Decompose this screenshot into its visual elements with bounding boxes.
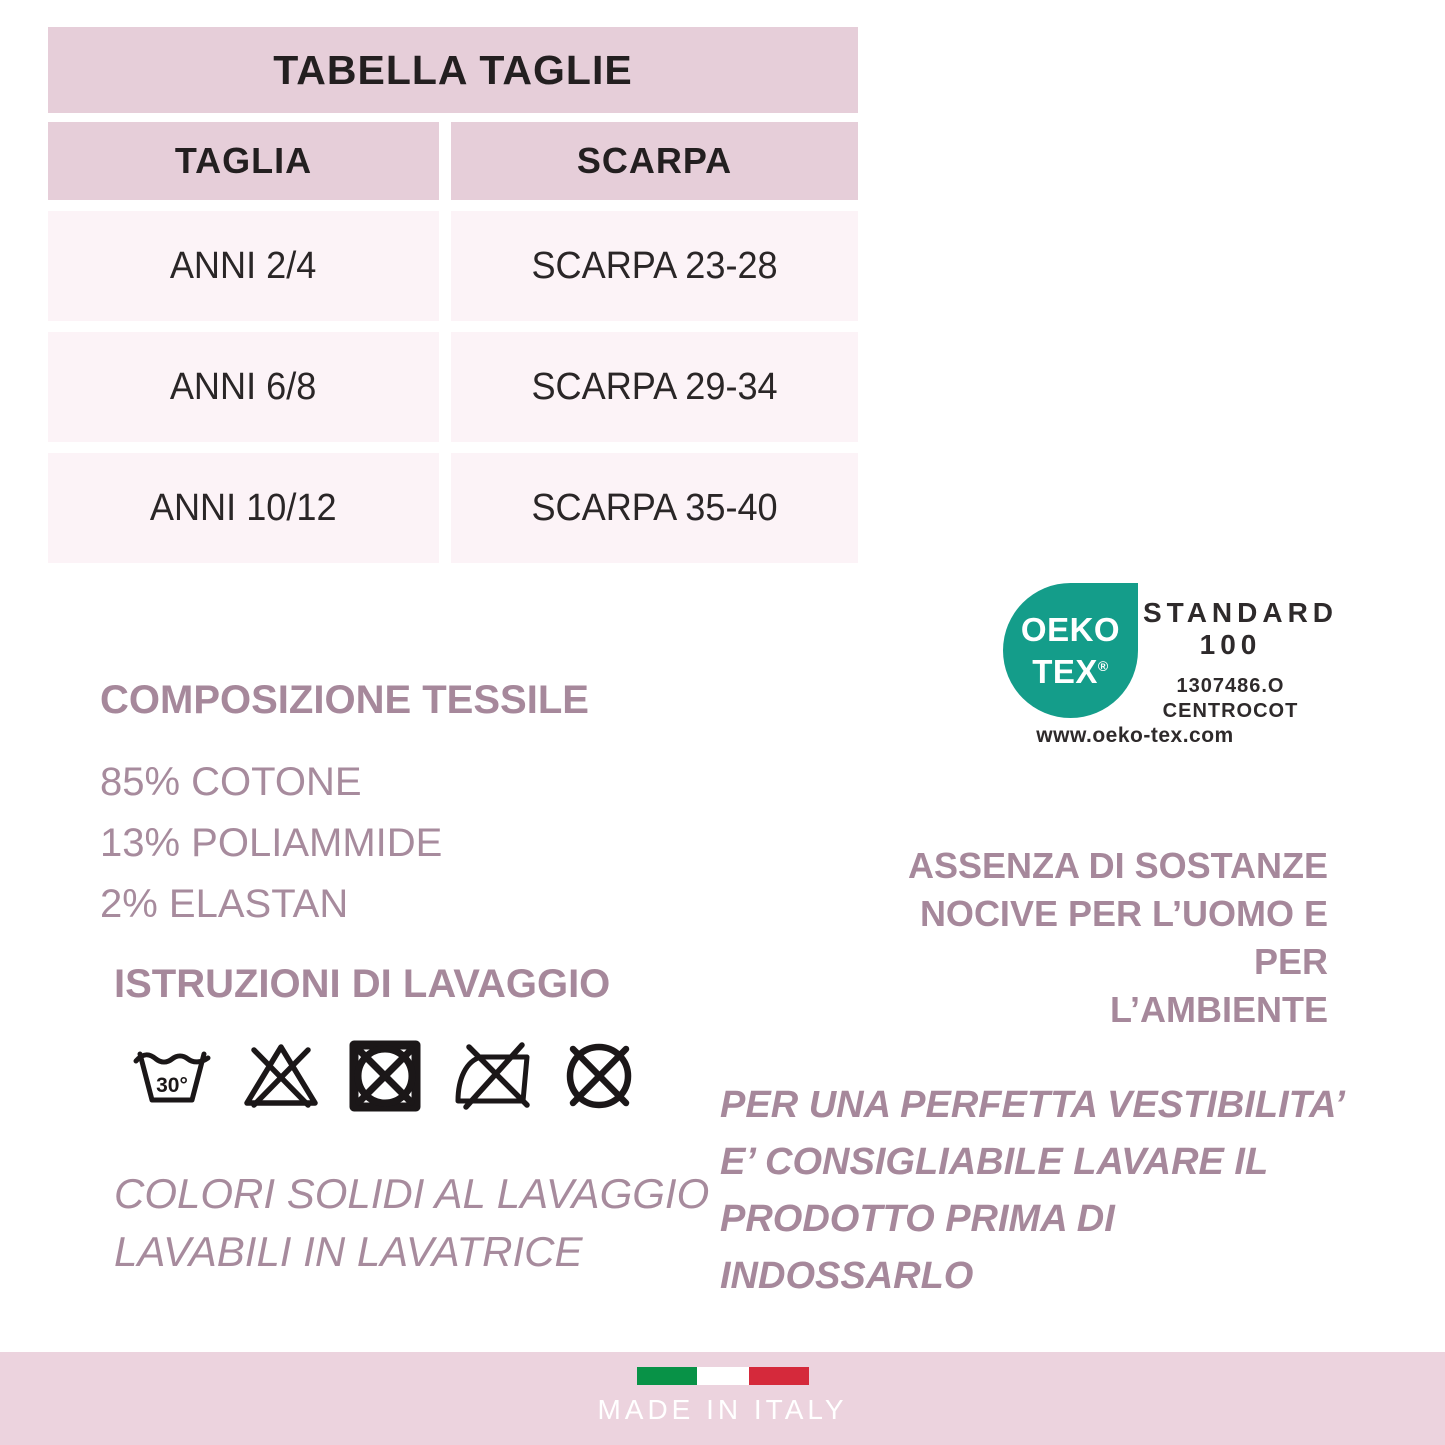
- italy-flag-icon: [636, 1367, 809, 1385]
- size-table-title-text: TABELLA TAGLIE: [273, 46, 633, 93]
- fit-advice-line1: PER UNA PERFETTA VESTIBILITA’: [720, 1084, 1345, 1126]
- do-not-tumble-dry-icon: [349, 1040, 421, 1112]
- oeko-cert-number: 1307486.O: [1176, 675, 1285, 697]
- fit-advice-line3: PRODOTTO PRIMA DI INDOSSARLO: [720, 1198, 1115, 1297]
- oeko-institute: CENTROCOT: [1162, 700, 1299, 722]
- fit-advice-line2: E’ CONSIGLIABILE LAVARE IL: [720, 1141, 1269, 1183]
- composition-list: 85% COTONE 13% POLIAMMIDE 2% ELASTAN: [100, 752, 442, 935]
- footer-band: MADE IN ITALY: [0, 1352, 1445, 1445]
- do-not-dry-clean-icon: [566, 1043, 632, 1109]
- composition-item-polyamide: 13% POLIAMMIDE: [100, 821, 443, 865]
- oeko-logo-line1: OEKO: [1020, 610, 1121, 648]
- table-row-1-taglia: ANNI 2/4: [48, 211, 439, 321]
- table-row-2-scarpa: SCARPA 29-34: [451, 332, 858, 442]
- made-in-italy-label: MADE IN ITALY: [597, 1394, 848, 1425]
- flag-white-stripe: [696, 1367, 749, 1385]
- table-row-3-taglia: ANNI 10/12: [48, 453, 439, 563]
- oeko-standard-number: 100: [1199, 629, 1262, 660]
- column-header-scarpa: SCARPA: [451, 122, 858, 200]
- washing-heading: ISTRUZIONI DI LAVAGGIO: [114, 962, 611, 1006]
- table-row-3-scarpa: SCARPA 35-40: [451, 453, 858, 563]
- composition-heading: COMPOSIZIONE TESSILE: [100, 678, 589, 722]
- flag-green-stripe: [636, 1367, 697, 1385]
- wash-note-line1: COLORI SOLIDI AL LAVAGGIO: [114, 1170, 710, 1217]
- oeko-website: www.oeko-tex.com: [1036, 724, 1234, 747]
- wash-note: COLORI SOLIDI AL LAVAGGIO LAVABILI IN LA…: [114, 1165, 709, 1281]
- table-row-1-scarpa: SCARPA 23-28: [451, 211, 858, 321]
- do-not-iron-icon: [455, 1042, 530, 1110]
- safety-claim: ASSENZA DI SOSTANZE NOCIVE PER L’UOMO E …: [858, 842, 1328, 1034]
- wash-note-line2: LAVABILI IN LAVATRICE: [114, 1228, 583, 1275]
- oeko-tex-logo-icon: OEKO TEX®: [1003, 583, 1138, 718]
- composition-item-elastane: 2% ELASTAN: [100, 882, 349, 926]
- safety-claim-line1: ASSENZA DI SOSTANZE: [907, 845, 1328, 886]
- safety-claim-line3: L’AMBIENTE: [1109, 989, 1328, 1030]
- registered-mark: ®: [1097, 657, 1109, 674]
- care-symbols-row: 30°: [131, 1040, 637, 1112]
- wash-30-icon: 30°: [133, 1051, 211, 1103]
- oeko-logo-line2: TEX®: [1032, 652, 1109, 690]
- table-row-2-taglia: ANNI 6/8: [48, 332, 439, 442]
- composition-item-cotton: 85% COTONE: [100, 760, 362, 804]
- svg-text:30°: 30°: [156, 1074, 188, 1097]
- oeko-standard-block: STANDARD 100 1307486.O CENTROCOT: [1143, 597, 1339, 724]
- fit-advice: PER UNA PERFETTA VESTIBILITA’ E’ CONSIGL…: [720, 1077, 1370, 1305]
- oeko-standard-label: STANDARD: [1143, 597, 1339, 628]
- size-table-title: TABELLA TAGLIE: [48, 27, 858, 113]
- flag-red-stripe: [748, 1367, 809, 1385]
- do-not-bleach-icon: [244, 1044, 318, 1108]
- safety-claim-line2: NOCIVE PER L’UOMO E PER: [919, 893, 1328, 982]
- column-header-taglia: TAGLIA: [48, 122, 439, 200]
- oeko-cert-block: 1307486.O CENTROCOT: [1143, 674, 1318, 724]
